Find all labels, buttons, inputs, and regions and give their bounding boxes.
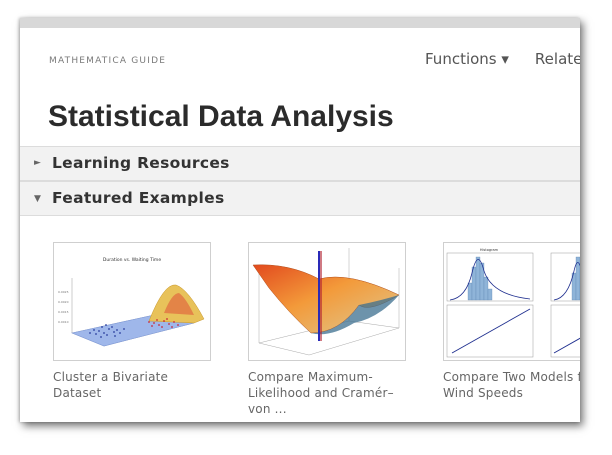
- histogram-bars-2: [571, 256, 580, 301]
- example-caption[interactable]: Compare Two Models for Wind Speeds: [443, 370, 580, 400]
- qq-frame-2: [550, 304, 580, 358]
- section-label: Learning Resources: [52, 154, 230, 172]
- expanded-triangle-icon: ▼: [34, 194, 41, 204]
- section-featured-examples[interactable]: ▼ Featured Examples: [20, 181, 580, 216]
- window-top-bar: [20, 18, 580, 28]
- likelihood-surface: [252, 264, 400, 334]
- histogram-frame-2: [550, 252, 580, 302]
- histogram-frame: [446, 252, 534, 302]
- collapsed-triangle-icon: ►: [34, 158, 41, 168]
- wind-thumbnail[interactable]: Histogram: [443, 242, 580, 361]
- page-header: MATHEMATICA GUIDE Functions ▾ Related: [20, 28, 580, 100]
- peak-highlight: [164, 293, 194, 315]
- example-card-compare-max-likelihood[interactable]: Compare Maximum-Likelihood and Cramér–vo…: [248, 242, 408, 417]
- section-label: Featured Examples: [52, 189, 225, 207]
- example-card-cluster[interactable]: Duration vs. Waiting Time 0.0025 0.0020 0.…: [53, 242, 213, 401]
- example-caption[interactable]: Cluster a Bivariate Dataset: [53, 370, 169, 400]
- density-curve: [449, 259, 531, 301]
- example-card-wind-speeds[interactable]: Histogram Compare Two Models for Wind Sp…: [443, 242, 580, 401]
- surface-shadow: [311, 295, 399, 335]
- surface-thumbnail[interactable]: [248, 242, 406, 361]
- red-cluster-points: [148, 318, 179, 328]
- related-menu[interactable]: Related: [534, 50, 580, 68]
- axis-tick-labels: 0.0025 0.0020 0.0015 0.0010: [58, 290, 69, 324]
- example-caption[interactable]: Compare Maximum-Likelihood and Cramér–vo…: [248, 370, 394, 416]
- cluster-thumbnail[interactable]: Duration vs. Waiting Time 0.0025 0.0020 0.…: [53, 242, 211, 361]
- thumbnail-title: Duration vs. Waiting Time: [103, 257, 161, 263]
- qq-frame: [446, 304, 534, 358]
- density-curve-2: [553, 262, 580, 301]
- histogram-bars: [467, 256, 493, 301]
- header-nav: Functions ▾ Related: [425, 50, 580, 68]
- functions-menu[interactable]: Functions ▾: [425, 50, 509, 68]
- blue-cluster-points: [89, 324, 125, 338]
- guide-window: MATHEMATICA GUIDE Functions ▾ Related Sta…: [20, 18, 580, 422]
- guide-label: MATHEMATICA GUIDE: [49, 56, 167, 66]
- qq-line-2: [553, 337, 580, 354]
- svg-text:0.0015: 0.0015: [58, 310, 69, 314]
- page-title: Statistical Data Analysis: [48, 100, 394, 133]
- thumbnail-title: Histogram: [480, 248, 499, 252]
- svg-text:0.0025: 0.0025: [58, 290, 69, 294]
- section-learning-resources[interactable]: ► Learning Resources: [20, 146, 580, 181]
- svg-text:0.0010: 0.0010: [58, 320, 69, 324]
- qq-line: [451, 308, 531, 354]
- svg-text:0.0020: 0.0020: [58, 300, 69, 304]
